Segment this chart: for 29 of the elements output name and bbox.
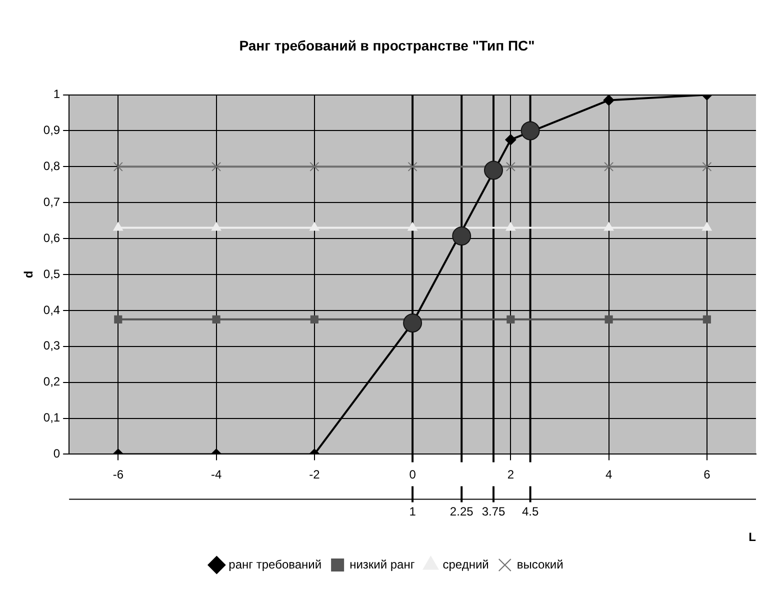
text: 4.5 xyxy=(522,504,539,519)
text: 3.75 xyxy=(482,504,506,519)
x-tick-label: 6 xyxy=(704,468,711,482)
x-axis-title: L xyxy=(748,530,756,544)
y-tick-label: 0,4 xyxy=(43,302,60,317)
x-tick-label: -2 xyxy=(309,468,320,482)
x-tick-label: 0 xyxy=(409,468,416,482)
y-tick-label: 0,7 xyxy=(43,194,60,209)
legend-label: высокий xyxy=(516,557,564,572)
y-tick-label: 0,9 xyxy=(43,123,60,138)
legend-label: ранг требований xyxy=(228,557,322,572)
y-tick-label: 0,2 xyxy=(43,374,60,389)
text: 1 xyxy=(409,504,416,519)
y-axis-title: d xyxy=(22,270,36,278)
y-tick-label: 0 xyxy=(53,446,60,461)
y-tick-label: 0,3 xyxy=(43,338,60,353)
x-tick-label: 2 xyxy=(507,468,514,482)
y-tick-label: 0,6 xyxy=(43,230,60,245)
legend-label: низкий ранг xyxy=(350,557,416,572)
y-tick-label: 0,8 xyxy=(43,158,60,173)
chart-title: Ранг требований в пространстве "Тип ПС" xyxy=(239,37,535,54)
x-tick-label: -4 xyxy=(210,468,222,482)
y-tick-label: 0,5 xyxy=(43,266,60,281)
y-tick-label: 1 xyxy=(53,87,60,102)
x-tick-label: 4 xyxy=(605,468,612,482)
text: 2.25 xyxy=(450,504,474,519)
x-tick-label: -6 xyxy=(112,468,124,482)
y-tick-label: 0,1 xyxy=(43,410,60,425)
legend-label: средний xyxy=(442,557,489,572)
